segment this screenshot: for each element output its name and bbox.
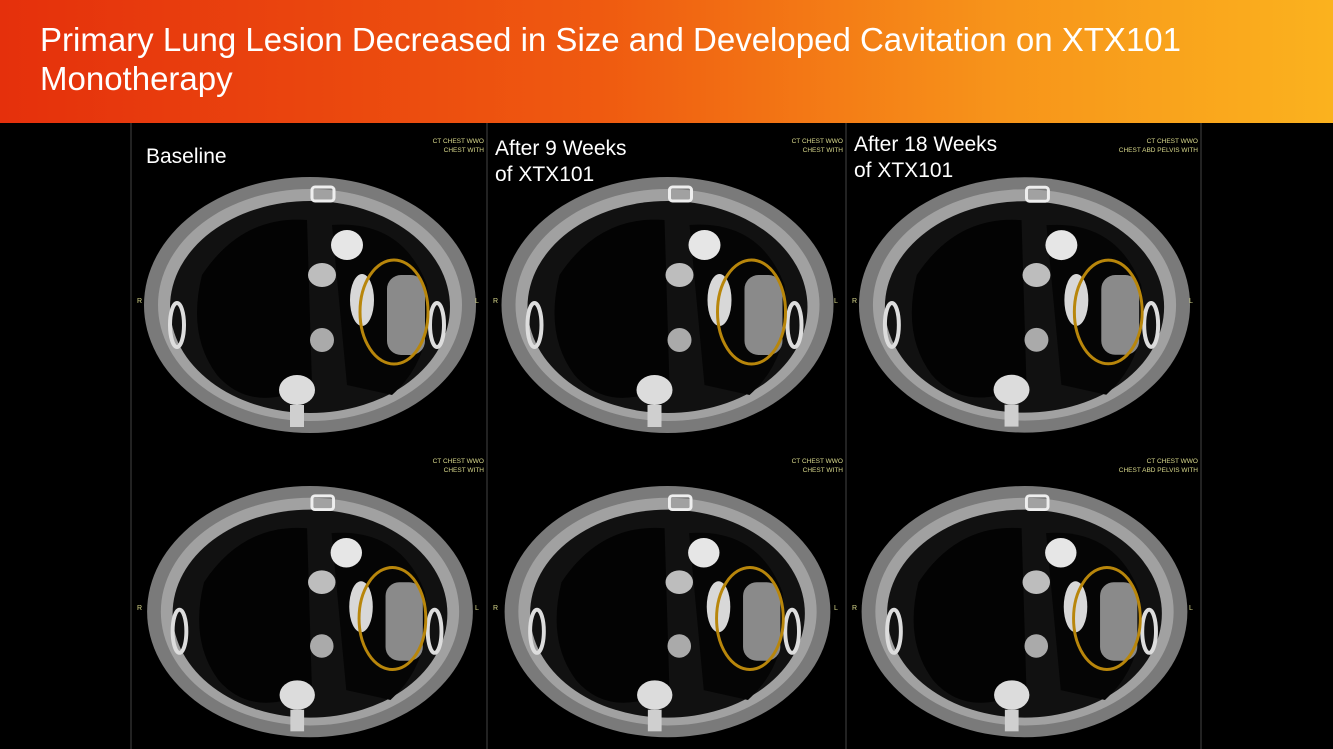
ct-image <box>145 484 475 740</box>
scan-label: CT CHEST WWO <box>792 138 843 145</box>
scan-panel: After 18 Weeks of XTX101 CT CHEST WWO CHEST… <box>852 133 1199 435</box>
orientation-label: R <box>137 605 142 612</box>
scan-label: CHEST WITH <box>803 467 844 474</box>
ct-image <box>856 175 1193 435</box>
scan-label: CT CHEST WWO <box>433 138 484 145</box>
orientation-label: R <box>493 298 498 305</box>
scan-panel: CT CHEST WWO CHEST WITH R L <box>137 458 485 740</box>
orientation-label: L <box>475 605 479 612</box>
scan-label: CHEST ABD PELVIS WITH <box>1119 467 1199 474</box>
scan-label: CHEST ABD PELVIS WITH <box>1119 147 1199 154</box>
orientation-label: L <box>1189 298 1193 305</box>
ct-image <box>859 484 1190 740</box>
ct-image <box>505 486 831 737</box>
panel-caption: of XTX101 <box>495 163 594 186</box>
orientation-label: R <box>852 298 857 305</box>
panel-caption: After 9 Weeks <box>495 137 627 160</box>
orientation-label: L <box>834 298 838 305</box>
orientation-label: R <box>852 605 857 612</box>
panel-caption: of XTX101 <box>854 159 953 182</box>
scan-label: CT CHEST WWO <box>1147 458 1198 465</box>
scan-label: CT CHEST WWO <box>433 458 484 465</box>
scan-panel: After 9 Weeks of XTX101 CT CHEST WWO CHEST … <box>493 137 843 433</box>
title-bar: Primary Lung Lesion Decreased in Size an… <box>0 0 1333 123</box>
scan-panel: CT CHEST WWO CHEST WITH R L <box>493 458 843 737</box>
scan-label: CT CHEST WWO <box>792 458 843 465</box>
orientation-label: R <box>137 298 142 305</box>
scan-panel: CT CHEST WWO CHEST ABD PELVIS WITH R L <box>852 458 1199 740</box>
scan-label: CHEST WITH <box>444 467 485 474</box>
ct-image <box>502 177 834 433</box>
panel-caption: After 18 Weeks <box>854 133 997 156</box>
orientation-label: L <box>834 605 838 612</box>
ct-image <box>142 175 478 435</box>
scan-label: CHEST WITH <box>444 147 485 154</box>
panel-caption: Baseline <box>146 145 227 168</box>
orientation-label: R <box>493 605 498 612</box>
orientation-label: L <box>475 298 479 305</box>
orientation-label: L <box>1189 605 1193 612</box>
slide-title: Primary Lung Lesion Decreased in Size an… <box>40 21 1181 97</box>
scan-label: CT CHEST WWO <box>1147 138 1198 145</box>
scan-label: CHEST WITH <box>803 147 844 154</box>
scan-panel: Baseline CT CHEST WWO CHEST WITH R L <box>137 138 485 435</box>
